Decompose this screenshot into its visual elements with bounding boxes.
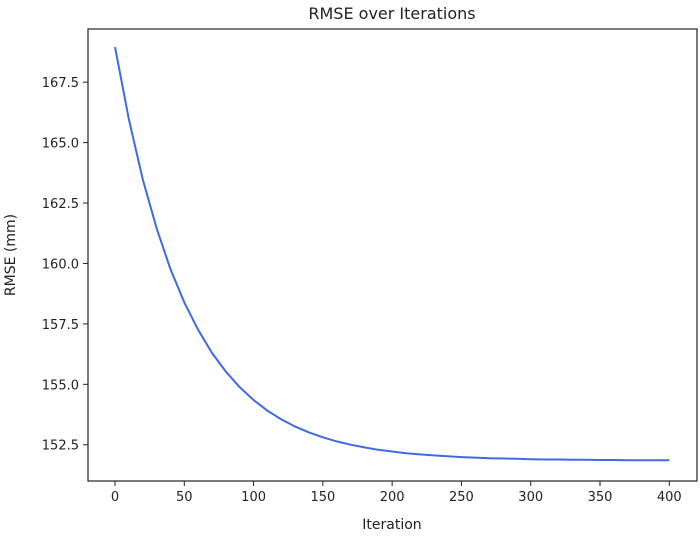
x-axis-label: Iteration <box>362 517 421 532</box>
y-tick-label: 160.0 <box>42 257 79 272</box>
x-tick-label: 50 <box>176 490 193 505</box>
x-tick-label: 0 <box>111 490 119 505</box>
x-tick-label: 200 <box>380 490 405 505</box>
y-axis-label: RMSE (mm) <box>3 214 19 296</box>
y-tick-label: 162.5 <box>42 197 79 212</box>
plot-frame <box>87 28 698 482</box>
y-tick-label: 155.0 <box>42 378 79 393</box>
y-tick-label: 157.5 <box>42 318 79 333</box>
x-tick-label: 100 <box>241 490 266 505</box>
x-tick-label: 350 <box>588 490 613 505</box>
x-tick-label: 300 <box>518 490 543 505</box>
chart-title: RMSE over Iterations <box>308 4 475 23</box>
x-tick-label: 400 <box>657 490 682 505</box>
y-tick-label: 167.5 <box>42 76 79 91</box>
y-tick-label: 165.0 <box>42 137 79 152</box>
rmse-line <box>114 46 670 462</box>
y-tick-label: 152.5 <box>42 439 79 454</box>
x-tick-label: 250 <box>449 490 474 505</box>
x-tick-label: 150 <box>310 490 335 505</box>
